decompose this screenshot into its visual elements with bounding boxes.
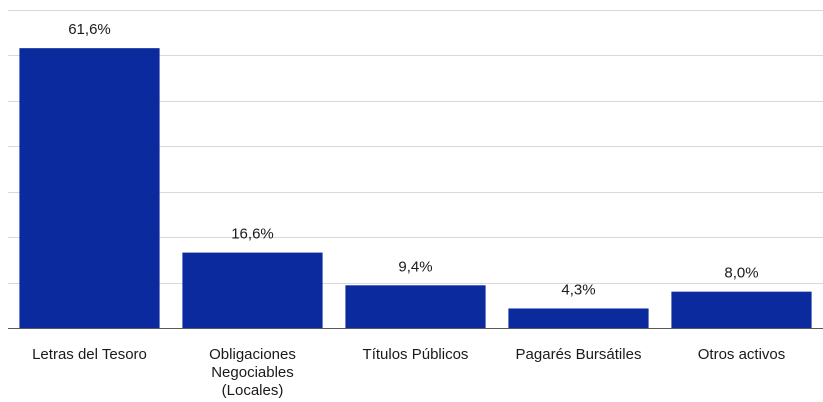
category-tick-line: Letras del Tesoro bbox=[32, 346, 147, 363]
category-tick-label: Títulos Públicos bbox=[363, 346, 469, 363]
bar bbox=[671, 291, 812, 328]
data-label: 16,6% bbox=[231, 226, 274, 243]
category-tick-label: Obligaciones Negociables (Locales) bbox=[209, 346, 296, 399]
category-tick-line: Otros activos bbox=[698, 346, 786, 363]
category-tick-label: Letras del Tesoro bbox=[32, 346, 147, 363]
data-label: 4,3% bbox=[561, 281, 595, 298]
category-tick-line: Negociables bbox=[211, 364, 294, 381]
category-tick-line: (Locales) bbox=[222, 382, 284, 399]
bar bbox=[182, 252, 323, 328]
category-tick-labels: Letras del Tesoro Obligaciones Negociables… bbox=[32, 346, 785, 399]
category-tick-label: Pagarés Bursátiles bbox=[516, 346, 642, 363]
data-labels: 61,6% 16,6% 9,4% 4,3% 8,0% bbox=[68, 21, 758, 298]
category-tick-line: Obligaciones bbox=[209, 346, 296, 363]
bars bbox=[19, 48, 812, 328]
category-tick-label: Otros activos bbox=[698, 346, 786, 363]
category-tick-line: Títulos Públicos bbox=[363, 346, 469, 363]
category-tick-line: Pagarés Bursátiles bbox=[516, 346, 642, 363]
data-label: 9,4% bbox=[398, 258, 432, 275]
bar bbox=[19, 48, 160, 328]
data-label: 8,0% bbox=[724, 265, 758, 282]
data-label: 61,6% bbox=[68, 21, 111, 38]
bar bbox=[508, 308, 649, 328]
bar bbox=[345, 285, 486, 328]
